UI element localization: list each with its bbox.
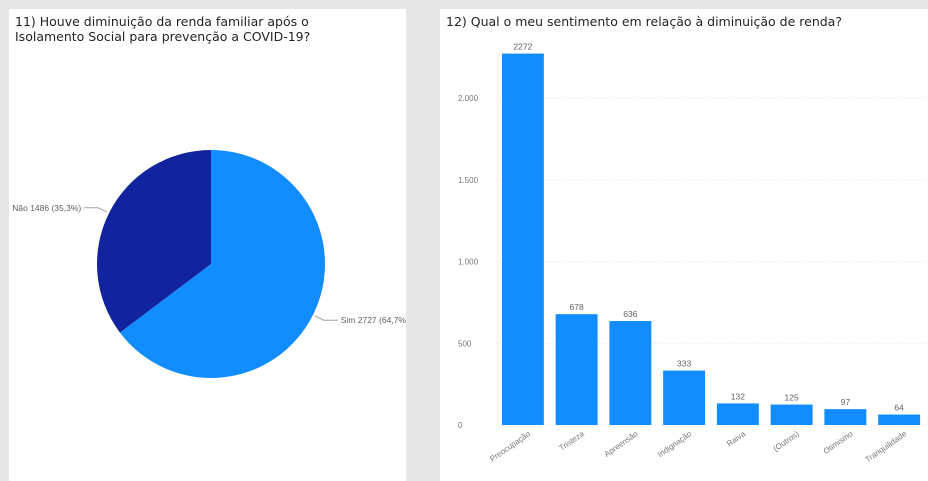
- x-tick-label: Preocupação: [488, 429, 532, 464]
- bar-chart-title: 12) Qual o meu sentimento em relação à d…: [446, 14, 842, 29]
- bar-value-label: 678: [570, 302, 584, 312]
- pie-chart-panel: 11) Houve diminuição da renda familiar a…: [9, 9, 406, 481]
- pie-chart: Sim 2727 (64,7%) Não 1486 (35,3%): [12, 150, 406, 378]
- pie-leader-line: [314, 315, 338, 321]
- bar-preocupação: [501, 53, 544, 425]
- y-tick-label: 0: [458, 421, 463, 430]
- bar-value-label: 97: [841, 397, 851, 407]
- pie-chart-title: 11) Houve diminuição da renda familiar a…: [15, 14, 311, 44]
- bar-value-label: 2272: [513, 42, 532, 52]
- y-tick-label: 500: [458, 339, 472, 348]
- bar-otimismo: [824, 409, 867, 425]
- x-tick-label: Raiva: [725, 429, 747, 448]
- y-tick-label: 2.000: [458, 94, 479, 103]
- x-tick-label: (Outros): [772, 429, 801, 453]
- bar--outros-: [770, 404, 813, 425]
- y-tick-label: 1.000: [458, 258, 479, 267]
- x-tick-label: Indignação: [656, 429, 694, 459]
- bar-value-label: 333: [677, 359, 691, 369]
- x-tick-label: Otimismo: [822, 429, 855, 456]
- x-tick-label: Tranquilidade: [864, 429, 909, 464]
- x-tick-label: Tristeza: [558, 429, 587, 453]
- y-tick-label: 1.500: [458, 176, 479, 185]
- bar-tristeza: [555, 314, 598, 425]
- pie-slice-label: Não 1486 (35,3%): [12, 203, 81, 213]
- pie-slice-label: Sim 2727 (64,7%): [341, 315, 406, 325]
- pie-slice-sim: [119, 150, 326, 378]
- bar-value-label: 64: [894, 403, 904, 413]
- bar-chart: 0 500 1.000 1.500 2.000 2272 Preocupação 678 Tri…: [458, 42, 926, 464]
- bar-apreensão: [609, 321, 652, 425]
- bar-value-label: 132: [731, 391, 745, 401]
- bar-raiva: [716, 403, 759, 425]
- bar-chart-panel: 12) Qual o meu sentimento em relação à d…: [440, 9, 928, 481]
- bar-indignação: [663, 370, 706, 425]
- x-tick-label: Apreensão: [603, 429, 640, 459]
- bar-value-label: 636: [623, 309, 637, 319]
- pie-slice-nao: [97, 150, 211, 333]
- bar-value-label: 125: [785, 393, 799, 403]
- pie-leader-line: [84, 207, 108, 213]
- bar-tranquilidade: [878, 414, 921, 425]
